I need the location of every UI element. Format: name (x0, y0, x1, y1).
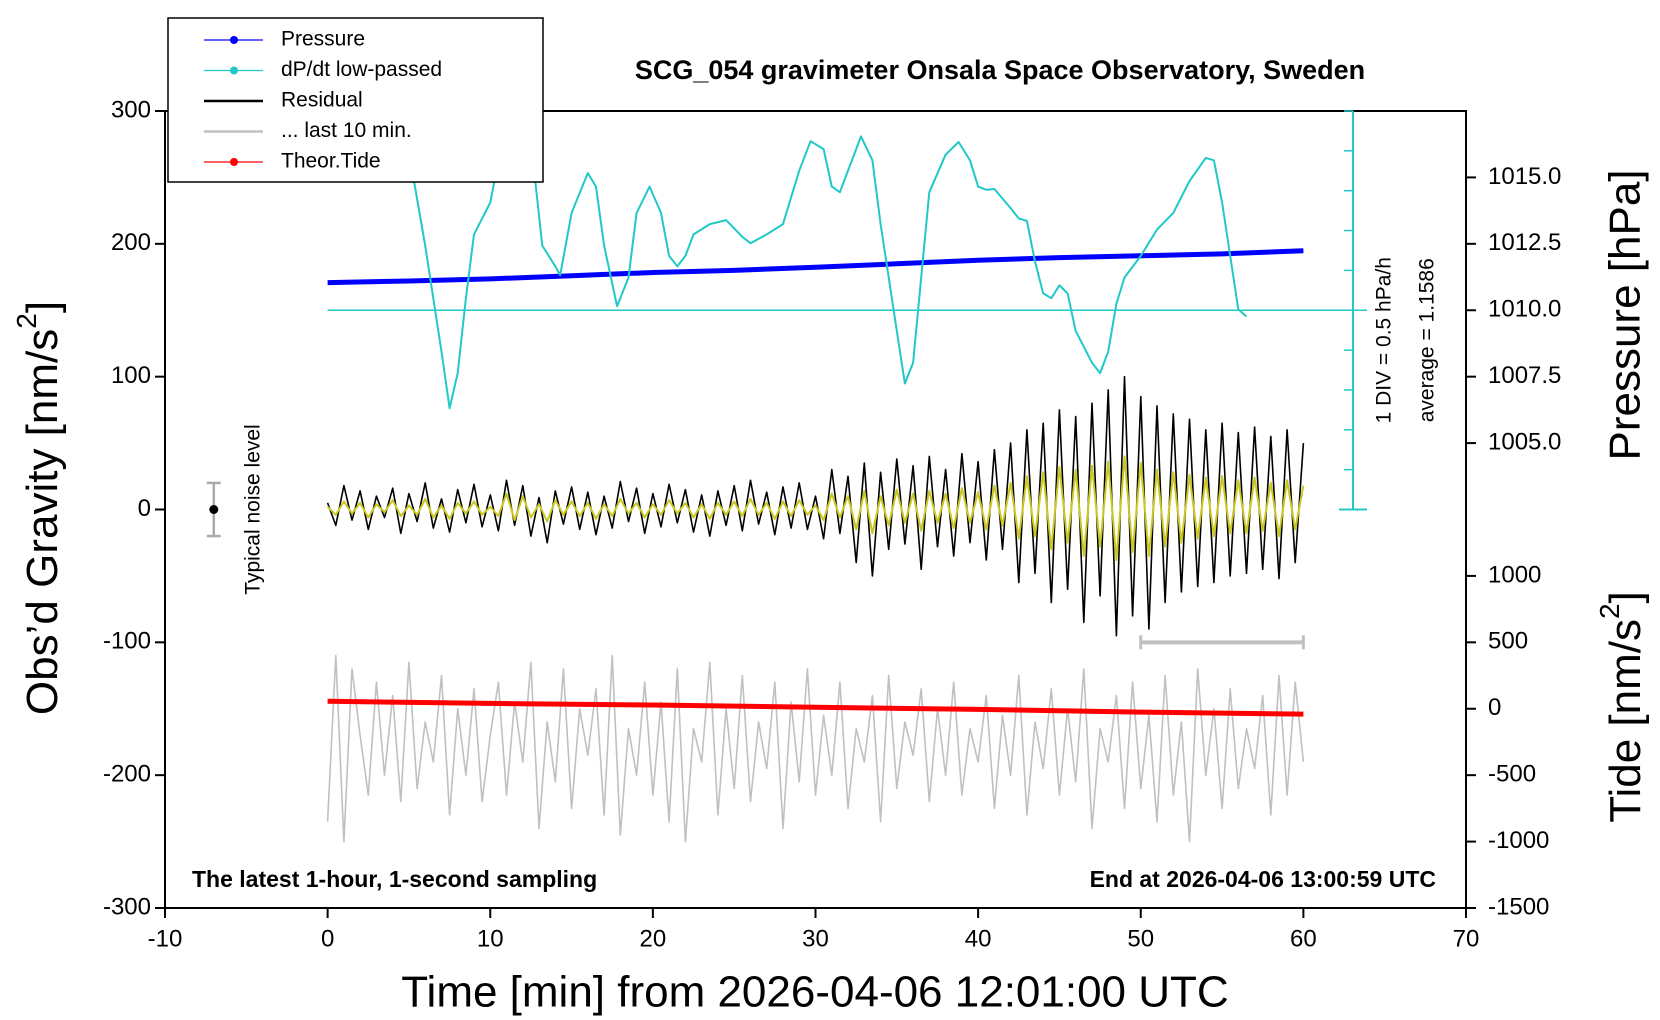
y-axis-label-sup: 2 (11, 313, 42, 329)
x-tick-label: -10 (148, 925, 183, 952)
series-line (326, 654, 1305, 843)
tide-axis-label-sup: 2 (1594, 603, 1625, 619)
annotation: average = 1.1586 (1416, 258, 1439, 422)
series-line (326, 375, 1305, 637)
tide-axis-label-text: Tide [nm/s (1601, 619, 1650, 823)
tide-axis-label: Tide [nm/s2] (1594, 591, 1649, 823)
tide-tick-label: 1000 (1488, 561, 1541, 588)
y-tick-label: -200 (103, 761, 151, 788)
y-axis-label-text: Obs’d Gravity [nm/s (18, 329, 67, 715)
x-tick-label: 20 (640, 925, 667, 952)
x-tick-label: 40 (965, 925, 992, 952)
x-tick-label: 10 (477, 925, 504, 952)
y-tick-label: 100 (111, 362, 151, 389)
pressure-axis-label: Pressure [hPa] (1601, 169, 1650, 460)
tide-axis-label-end: ] (1601, 591, 1650, 603)
annotation: 1 DIV = 0.5 hPa/h (1373, 257, 1396, 423)
pressure-tick-label: 1012.5 (1488, 229, 1561, 256)
tide-tick-label: -500 (1488, 761, 1536, 788)
x-axis-label: Time [min] from 2026-04-06 12:01:00 UTC (401, 968, 1228, 1017)
pressure-tick-label: 1005.0 (1488, 428, 1561, 455)
pressure-tick-label: 1015.0 (1488, 163, 1561, 190)
x-tick-label: 60 (1290, 925, 1317, 952)
tide-tick-label: 500 (1488, 628, 1528, 655)
noise-point (209, 505, 219, 514)
annotation: The latest 1-hour, 1-second sampling (192, 866, 597, 892)
series-line (327, 698, 1304, 717)
tide-tick-label: -1500 (1488, 893, 1549, 920)
y-tick-label: 300 (111, 96, 151, 123)
tide-tick-label: -1000 (1488, 827, 1549, 854)
y-tick-label: 0 (138, 495, 151, 522)
legend-label: Pressure (281, 28, 365, 51)
legend-label: Theor.Tide (281, 150, 381, 173)
legend-marker (230, 158, 238, 166)
chart-title: SCG_054 gravimeter Onsala Space Observat… (635, 55, 1365, 85)
x-tick-label: 30 (802, 925, 829, 952)
legend-label: dP/dt low-passed (281, 58, 442, 81)
filtered-residual-line (326, 455, 1305, 561)
pressure-tick-label: 1010.0 (1488, 296, 1561, 323)
x-tick-label: 70 (1453, 925, 1480, 952)
series-line (411, 105, 1248, 410)
annotation: End at 2026-04-06 13:00:59 UTC (1090, 866, 1436, 892)
legend-marker (230, 36, 238, 44)
legend-label: ... last 10 min. (281, 119, 412, 142)
y-tick-label: 200 (111, 229, 151, 256)
x-tick-label: 50 (1127, 925, 1154, 952)
y-axis-label-end: ] (18, 301, 67, 313)
noise-label: Typical noise level (241, 424, 264, 594)
y-tick-label: -300 (103, 893, 151, 920)
y-tick-label: -100 (103, 628, 151, 655)
tide-tick-label: 0 (1488, 694, 1501, 721)
legend-label: Residual (281, 89, 363, 112)
series-line (327, 248, 1304, 286)
y-axis-label: Obs’d Gravity [nm/s2] (11, 301, 66, 715)
legend-marker (230, 66, 238, 75)
pressure-tick-label: 1007.5 (1488, 362, 1561, 389)
x-tick-label: 0 (321, 925, 334, 952)
